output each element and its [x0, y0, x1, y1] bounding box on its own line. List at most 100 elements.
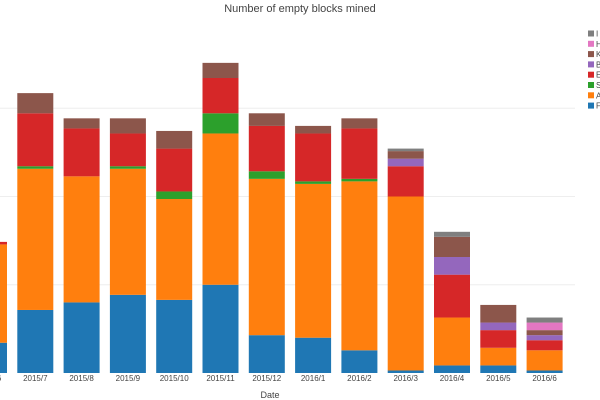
bar-2015-9-A[interactable]: [109, 168, 146, 295]
bar-2015-10-E[interactable]: [156, 148, 193, 192]
bar-2016-6-E[interactable]: [526, 340, 563, 351]
legend-swatch-E[interactable]: [588, 71, 594, 78]
bar-2015-7-F[interactable]: [17, 309, 54, 373]
bar-2016-5-K[interactable]: [480, 304, 517, 323]
bar-2016-2-E[interactable]: [341, 128, 378, 179]
legend-swatch-F[interactable]: [588, 102, 594, 109]
x-tick-label: 2015/8: [69, 374, 94, 383]
bar-2015-9-S[interactable]: [109, 166, 146, 169]
bar-2015-8-F[interactable]: [63, 302, 100, 373]
bars: [0, 62, 563, 373]
x-tick-label: 2016/5: [486, 374, 511, 383]
x-tick-label: 2016/6: [532, 374, 557, 383]
bar-2016-4-F[interactable]: [434, 365, 470, 373]
legend-label-S[interactable]: S: [596, 81, 600, 90]
x-tick-labels: 2015/6 2015/7 2015/8 2015/9 2015/10 2015/11 20…: [0, 374, 557, 383]
legend-label-E[interactable]: E: [596, 71, 600, 80]
bar-2016-1-E[interactable]: [295, 133, 332, 182]
bar-2015-9-E[interactable]: [109, 133, 146, 167]
bar-2016-6-B[interactable]: [526, 335, 563, 341]
bar-2015-12-A[interactable]: [248, 178, 285, 336]
bar-2016-5-F[interactable]: [480, 365, 517, 373]
legend-label-B[interactable]: B: [596, 60, 600, 69]
bar-2016-2-F[interactable]: [341, 350, 378, 373]
x-tick-label: 2015/10: [160, 374, 189, 383]
bar-2016-4-E[interactable]: [434, 274, 470, 318]
bar-2015-7-S[interactable]: [17, 166, 54, 169]
bar-2015-7-A[interactable]: [17, 168, 54, 310]
bar-2015-7-E[interactable]: [17, 113, 54, 167]
bar-2015-12-S[interactable]: [248, 171, 285, 179]
bar-2015-10-F[interactable]: [156, 299, 193, 373]
bar-2016-5-E[interactable]: [480, 330, 517, 348]
x-tick-label: 2015/6: [0, 374, 2, 383]
legend-label-A[interactable]: A: [596, 91, 600, 100]
x-tick-label: 2015/11: [206, 374, 235, 383]
bar-2016-3-K[interactable]: [387, 151, 424, 159]
legend-swatch-K[interactable]: [588, 51, 594, 58]
bar-2016-3-A[interactable]: [387, 196, 424, 371]
bar-2015-8-E[interactable]: [63, 128, 100, 177]
bar-2016-3-E[interactable]: [387, 166, 424, 197]
bar-2015-7-K[interactable]: [17, 93, 54, 114]
bar-2015-11-S[interactable]: [202, 113, 239, 134]
legend-label-I[interactable]: I: [596, 30, 598, 39]
bar-2016-1-A[interactable]: [295, 183, 332, 338]
bar-2015-11-A[interactable]: [202, 133, 239, 285]
x-axis-title: Date: [260, 390, 279, 400]
bar-2015-12-K[interactable]: [248, 113, 285, 126]
bar-2016-1-K[interactable]: [295, 125, 332, 134]
bar-2015-6-A[interactable]: [0, 244, 7, 343]
bar-2016-2-K[interactable]: [341, 118, 378, 129]
bar-2015-11-E[interactable]: [202, 77, 239, 114]
x-tick-label: 2016/1: [301, 374, 326, 383]
legend-swatch-H[interactable]: [588, 40, 594, 47]
bar-2016-6-I[interactable]: [526, 317, 563, 323]
bar-2016-5-A[interactable]: [480, 347, 517, 366]
bar-2015-10-K[interactable]: [156, 130, 193, 149]
bar-2016-6-F[interactable]: [526, 370, 563, 373]
x-tick-label: 2015/7: [23, 374, 48, 383]
bar-2015-6-E[interactable]: [0, 241, 7, 245]
bar-2016-6-K[interactable]: [526, 330, 563, 336]
bar-2016-4-K[interactable]: [434, 236, 470, 258]
legend-label-K[interactable]: K: [596, 50, 600, 59]
bar-2016-6-H[interactable]: [526, 322, 563, 331]
bar-2016-3-I[interactable]: [387, 148, 424, 152]
bar-2015-12-F[interactable]: [248, 335, 285, 373]
bar-2016-3-F[interactable]: [387, 370, 424, 373]
bar-2016-4-I[interactable]: [434, 231, 470, 237]
legend-swatch-I[interactable]: [588, 30, 594, 37]
bar-2016-6-A[interactable]: [526, 350, 563, 371]
x-tick-label: 2016/2: [347, 374, 372, 383]
bar-2015-9-F[interactable]: [109, 294, 146, 373]
bar-2016-1-F[interactable]: [295, 337, 332, 373]
x-tick-label: 2016/3: [393, 374, 418, 383]
bar-2015-11-F[interactable]: [202, 284, 239, 373]
bar-2015-10-S[interactable]: [156, 191, 193, 200]
chart-title: Number of empty blocks mined: [224, 3, 376, 15]
bar-2015-8-A[interactable]: [63, 176, 100, 303]
x-tick-label: 2015/12: [252, 374, 281, 383]
legend-label-F[interactable]: F: [596, 102, 600, 111]
legend-swatch-A[interactable]: [588, 92, 594, 99]
bar-2016-5-B[interactable]: [480, 322, 517, 331]
x-tick-label: 2015/9: [116, 374, 141, 383]
bar-2015-6-F[interactable]: [0, 342, 7, 373]
bar-2016-4-A[interactable]: [434, 317, 470, 366]
bar-2015-8-K[interactable]: [63, 118, 100, 129]
legend-label-H[interactable]: H: [596, 40, 600, 49]
bar-2015-12-E[interactable]: [248, 125, 285, 172]
bar-2016-4-B[interactable]: [434, 257, 470, 275]
bar-2015-10-A[interactable]: [156, 199, 193, 300]
bar-2016-2-A[interactable]: [341, 181, 378, 351]
bar-2016-2-S[interactable]: [341, 178, 378, 182]
bar-2016-1-S[interactable]: [295, 181, 332, 184]
legend-swatch-B[interactable]: [588, 61, 594, 68]
bar-2015-11-K[interactable]: [202, 62, 239, 78]
bar-2015-9-K[interactable]: [109, 118, 146, 134]
legend-swatch-S[interactable]: [588, 82, 594, 88]
bar-2016-3-B[interactable]: [387, 158, 424, 167]
